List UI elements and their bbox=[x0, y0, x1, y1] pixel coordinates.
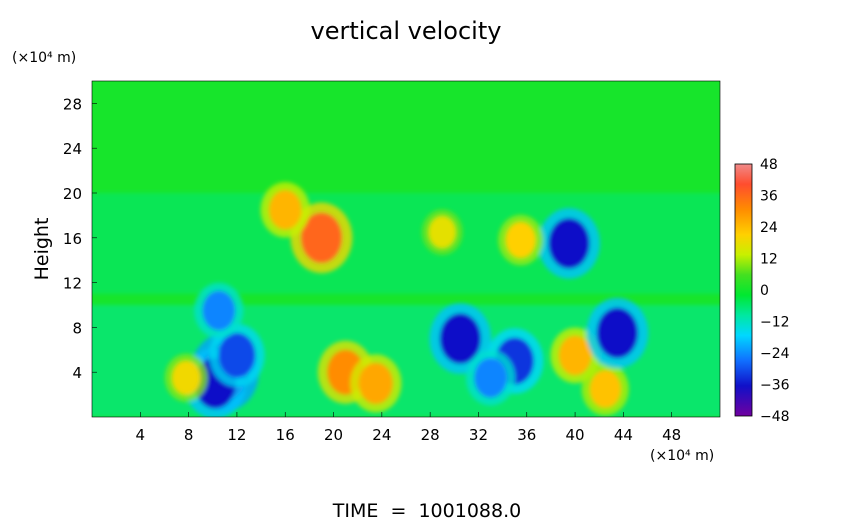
x-unit-label: (×10⁴ m) bbox=[650, 448, 714, 464]
heatmap-feature-core-4 bbox=[358, 362, 393, 405]
colorbar-tick-label: −24 bbox=[760, 346, 790, 362]
y-tick-label: 4 bbox=[72, 364, 82, 382]
heatmap-feature-core-16 bbox=[202, 290, 236, 331]
heatmap-feature-core-15 bbox=[596, 307, 638, 359]
colorbar-tick-label: 12 bbox=[760, 252, 778, 268]
heatmap-feature-core-12 bbox=[548, 218, 590, 269]
colorbar-tick-label: 48 bbox=[760, 157, 778, 173]
x-tick-label: 16 bbox=[276, 426, 295, 444]
y-axis-label: Height bbox=[31, 218, 53, 281]
heatmap-feature-core-11 bbox=[171, 360, 201, 395]
x-axis-ticks: 4 8 12 16 20 24 28 32 36 40 44 48 bbox=[136, 412, 681, 444]
colorbar-tick-label: 24 bbox=[760, 220, 778, 236]
y-tick-label: 8 bbox=[72, 319, 82, 337]
y-axis-ticks: 4 8 12 16 20 24 28 bbox=[63, 95, 97, 382]
heatmap-plot-area bbox=[92, 81, 720, 417]
heatmap-feature-core-6 bbox=[439, 313, 481, 364]
x-tick-label: 4 bbox=[136, 426, 146, 444]
x-tick-label: 40 bbox=[566, 426, 585, 444]
y-unit-label: (×10⁴ m) bbox=[12, 50, 76, 66]
heatmap-feature-core-5 bbox=[300, 212, 343, 263]
heatmap-feature-core-9 bbox=[558, 335, 592, 376]
y-tick-label: 12 bbox=[63, 275, 82, 293]
heatmap-features bbox=[164, 182, 649, 417]
colorbar-tick-label: −48 bbox=[760, 409, 790, 425]
y-tick-label: 28 bbox=[63, 95, 82, 113]
colorbar-tick-label: 0 bbox=[760, 283, 769, 299]
y-tick-label: 20 bbox=[63, 185, 82, 203]
x-tick-label: 28 bbox=[421, 426, 440, 444]
heatmap-feature-core-17 bbox=[268, 190, 302, 230]
heatmap-feature-core-2 bbox=[218, 332, 256, 378]
x-tick-label: 44 bbox=[614, 426, 633, 444]
plot-frame bbox=[91, 80, 721, 418]
x-tick-label: 24 bbox=[372, 426, 391, 444]
time-label: TIME = 1001088.0 bbox=[332, 500, 521, 519]
colorbar-tick-label: 36 bbox=[760, 189, 778, 205]
heatmap-feature-core-8 bbox=[474, 358, 507, 398]
heatmap-feature-core-14 bbox=[428, 216, 456, 249]
colorbar-tick-label: −36 bbox=[760, 378, 790, 394]
colorbar-ticks: 48 36 24 12 0 −12 −24 −36 −48 bbox=[760, 157, 790, 425]
x-tick-label: 12 bbox=[227, 426, 246, 444]
x-tick-label: 36 bbox=[517, 426, 536, 444]
y-tick-label: 16 bbox=[63, 230, 82, 248]
x-tick-label: 32 bbox=[469, 426, 488, 444]
heatmap-feature-core-13 bbox=[505, 222, 536, 259]
colorbar-tick-label: −12 bbox=[760, 315, 790, 331]
colorbar bbox=[734, 163, 753, 417]
x-tick-label: 20 bbox=[324, 426, 343, 444]
y-tick-label: 24 bbox=[63, 140, 82, 158]
x-tick-label: 48 bbox=[662, 426, 681, 444]
heatmap-band-1 bbox=[92, 193, 720, 294]
heatmap-feature-core-10 bbox=[589, 370, 621, 408]
x-tick-label: 8 bbox=[184, 426, 194, 444]
chart-title: vertical velocity bbox=[311, 17, 502, 45]
